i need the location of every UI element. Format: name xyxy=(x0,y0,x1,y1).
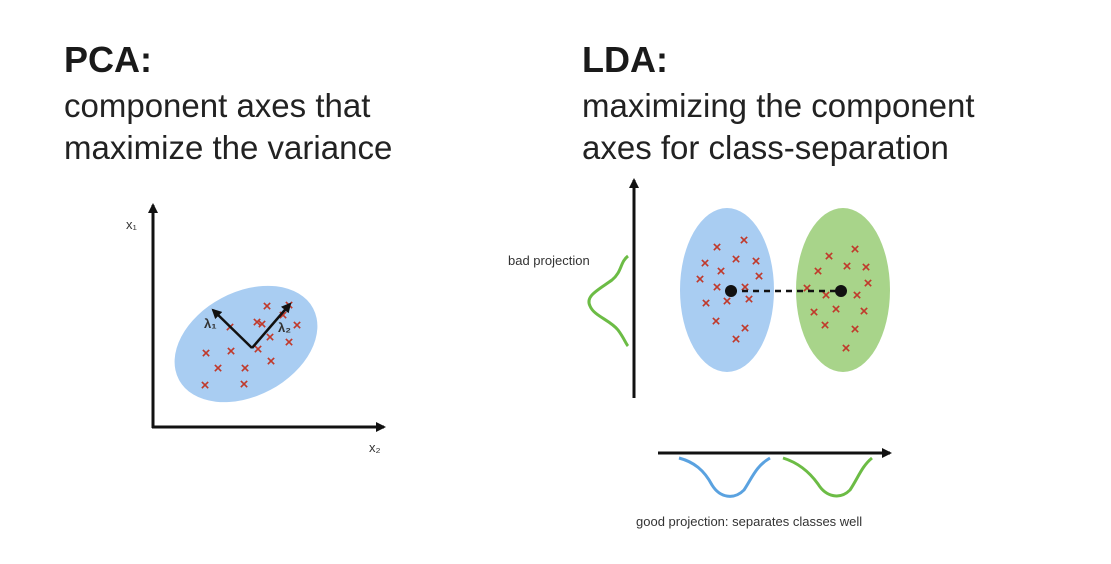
pca-data-point: × xyxy=(240,376,249,393)
lda-green-data-point: × xyxy=(842,340,851,357)
lda-green-data-point: × xyxy=(825,248,834,265)
pca-title: PCA: xyxy=(64,39,152,80)
lda-green-data-point: × xyxy=(843,258,852,275)
pca-data-point: × xyxy=(285,334,294,351)
lda-green-data-point: × xyxy=(822,287,831,304)
pca-data-point: × xyxy=(266,329,275,346)
pca-data-point: × xyxy=(241,360,250,377)
lda-blue-data-point: × xyxy=(740,232,749,249)
lda-diagram: × ×× × ×× × ××× × ×× ××× × ×× × ×× × ××× × ×× ×× bad pro… xyxy=(508,178,892,529)
lda-green-data-point: × xyxy=(853,287,862,304)
pca-diagram: x₁ x₂ ××××××××××××××××× λ₁ λ₂ xyxy=(126,203,386,455)
pca-data-point: × xyxy=(201,377,210,394)
pca-data-point: × xyxy=(227,343,236,360)
pca-lambda1-label: λ₁ xyxy=(204,316,217,331)
lda-bad-projection-curve xyxy=(587,254,630,348)
lda-blue-data-point: × xyxy=(752,253,761,270)
lda-green-data-point: × xyxy=(832,301,841,318)
lda-blue-data-point: × xyxy=(701,255,710,272)
pca-data-point: × xyxy=(263,298,272,315)
pca-description-line-1: component axes that xyxy=(64,87,371,124)
lda-title: LDA: xyxy=(582,39,668,80)
pca-vector-lambda2 xyxy=(251,302,292,349)
lda-green-data-point: × xyxy=(803,280,812,297)
lda-blue-data-point: × xyxy=(745,291,754,308)
lda-green-data-point: × xyxy=(862,259,871,276)
lda-green-data-point: × xyxy=(860,303,869,320)
pca-lambda2-label: λ₂ xyxy=(278,320,291,335)
pca-data-point: × xyxy=(202,345,211,362)
pca-data-point: × xyxy=(253,314,262,331)
lda-blue-data-point: × xyxy=(717,263,726,280)
lda-blue-data-point: × xyxy=(696,271,705,288)
pca-vector-lambda1 xyxy=(211,308,253,349)
lda-blue-data-point: × xyxy=(732,331,741,348)
pca-x-axis-label: x₂ xyxy=(369,440,381,455)
lda-good-projection-curve-green xyxy=(782,456,873,498)
pca-data-cloud xyxy=(174,285,318,403)
pca-data-point: × xyxy=(254,341,263,358)
lda-good-projection-curve-blue xyxy=(678,456,771,498)
lda-green-data-point: × xyxy=(821,317,830,334)
pca-data-point: × xyxy=(258,316,267,333)
lda-blue-data-point: × xyxy=(741,279,750,296)
lda-blue-data-point: × xyxy=(741,320,750,337)
lda-green-class-mean xyxy=(835,285,847,297)
lda-green-data-point: × xyxy=(851,241,860,258)
lda-blue-data-point: × xyxy=(713,279,722,296)
lda-green-data-point: × xyxy=(851,321,860,338)
pca-data-point: × xyxy=(279,307,288,324)
lda-blue-data-point: × xyxy=(712,313,721,330)
lda-blue-data-point: × xyxy=(713,239,722,256)
pca-description-line-2: maximize the variance xyxy=(64,129,393,166)
lda-green-data-point: × xyxy=(814,263,823,280)
pca-data-point: × xyxy=(293,317,302,334)
pca-y-axis-label: x₁ xyxy=(126,217,138,232)
lda-description-line-2: axes for class-separation xyxy=(582,129,949,166)
lda-blue-class-mean xyxy=(725,285,737,297)
lda-blue-data-point: × xyxy=(732,251,741,268)
lda-good-projection-label: good projection: separates classes well xyxy=(636,514,862,529)
lda-bad-projection-label: bad projection xyxy=(508,253,590,268)
pca-data-point: × xyxy=(267,353,276,370)
lda-blue-class-points: × ×× × ×× × ××× × ×× ××× xyxy=(696,232,764,348)
lda-blue-data-point: × xyxy=(723,293,732,310)
lda-blue-data-point: × xyxy=(702,295,711,312)
lda-blue-data-point: × xyxy=(755,268,764,285)
lda-description-line-1: maximizing the component xyxy=(582,87,975,124)
lda-green-data-point: × xyxy=(810,304,819,321)
pca-data-point: × xyxy=(214,360,223,377)
lda-green-class-points: × ×× × ×× × ××× × ×× ×× xyxy=(803,241,873,357)
lda-green-data-point: × xyxy=(864,275,873,292)
